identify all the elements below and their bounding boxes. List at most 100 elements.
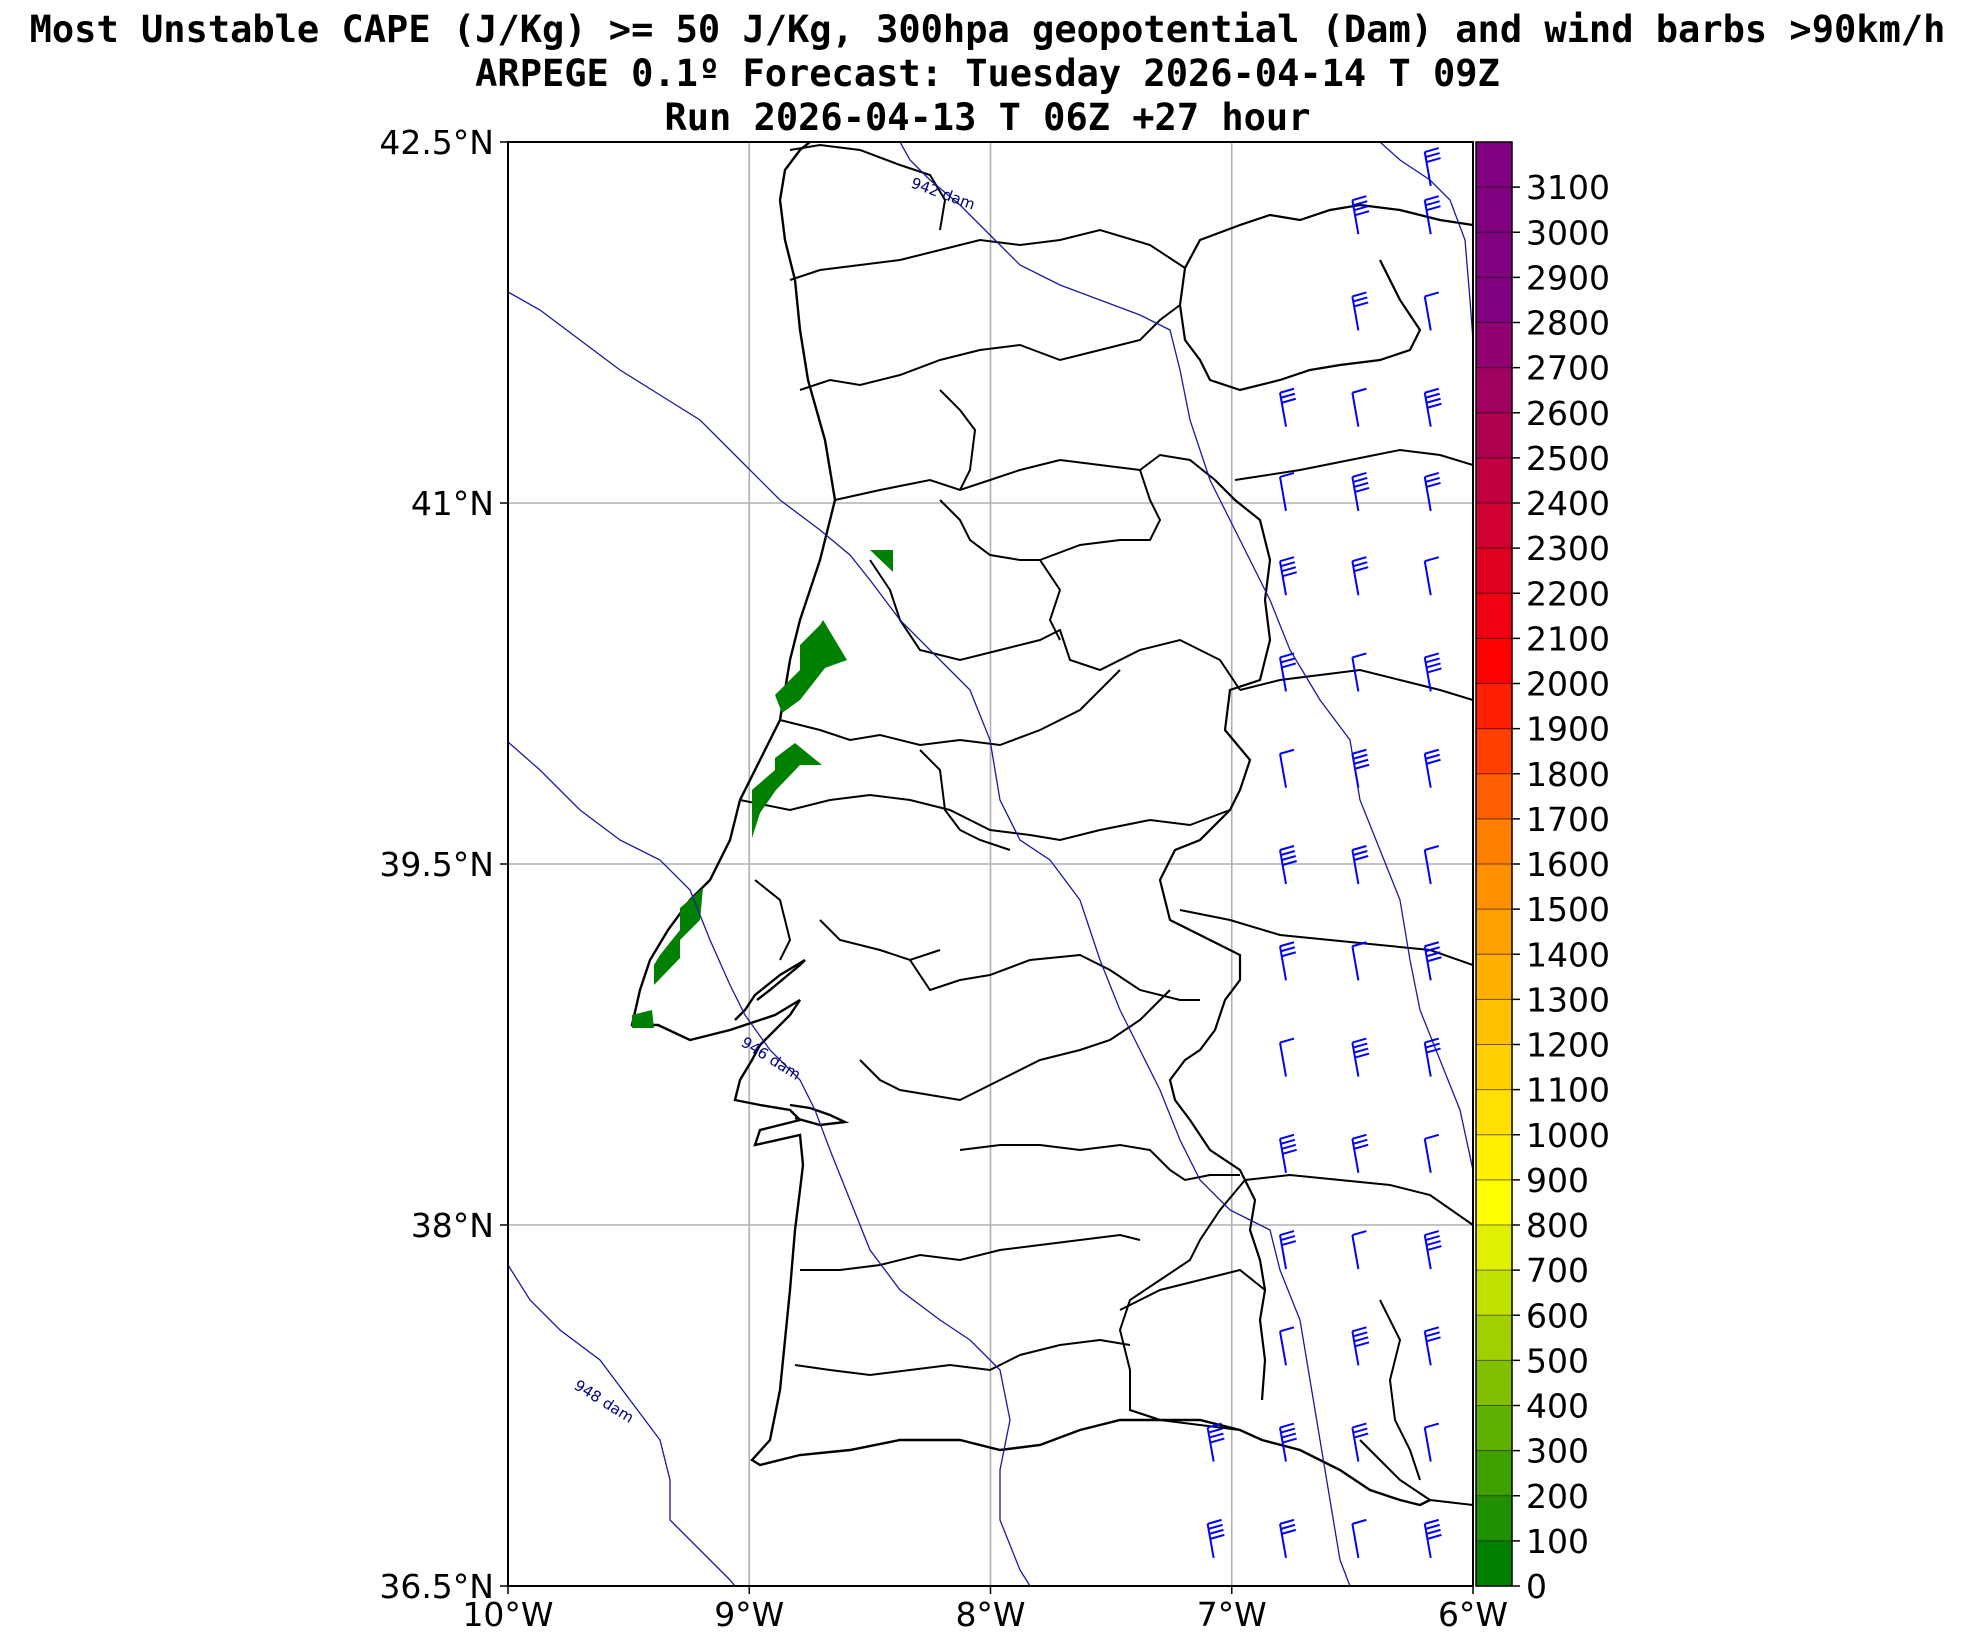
colorbar-tick-label-6: 600 — [1526, 1296, 1589, 1335]
colorbar-tick-label-11: 1100 — [1526, 1071, 1610, 1110]
colorbar-tick-label-20: 2000 — [1526, 665, 1610, 704]
contour-line-948 — [508, 1264, 736, 1586]
wind-barb-21 — [1351, 845, 1369, 885]
lon-tick-label-4: 6°W — [1438, 1595, 1508, 1634]
colorbar-tick-label-10: 1000 — [1526, 1116, 1610, 1155]
wind-barb-19 — [1423, 748, 1441, 788]
cape-area-4 — [654, 888, 703, 985]
colorbar-tick-label-29: 2900 — [1526, 258, 1610, 297]
wind-barb-39 — [1351, 1422, 1369, 1462]
lat-tick-label-0: 42.5°N — [379, 123, 494, 162]
colorbar-segment-16 — [1476, 818, 1512, 865]
colorbar-segment-6 — [1476, 1270, 1512, 1316]
wind-barb-23 — [1279, 941, 1297, 981]
colorbar-tick-label-22: 2200 — [1526, 574, 1610, 613]
colorbar-segment-9 — [1476, 1134, 1512, 1181]
colorbar-segment-2 — [1476, 1450, 1512, 1497]
wind-barb-0 — [1423, 147, 1441, 187]
wind-barb-14 — [1279, 652, 1297, 692]
chart-title: Most Unstable CAPE (J/Kg) >= 50 J/Kg, 30… — [0, 8, 1975, 140]
cape-area-5 — [632, 1010, 654, 1028]
colorbar: 0 100 200 300 400 500 600 700 800 900 1000 1100 1200… — [1475, 141, 1610, 1606]
colorbar-tick-label-15: 1500 — [1526, 890, 1610, 929]
district-line-6 — [739, 793, 1231, 842]
colorbar-segment-30 — [1476, 187, 1512, 233]
wind-barb-26 — [1279, 1037, 1295, 1077]
colorbar-segment-10 — [1476, 1089, 1512, 1136]
wind-barb-1 — [1351, 195, 1370, 235]
colorbar-tick-label-24: 2400 — [1526, 484, 1610, 523]
wind-barb-37 — [1423, 1326, 1441, 1366]
colorbar-segment-8 — [1476, 1179, 1512, 1226]
colorbar-segment-15 — [1476, 864, 1512, 910]
colorbar-segment-0 — [1476, 1540, 1512, 1587]
wind-barb-22 — [1423, 845, 1440, 885]
region-line-2 — [1234, 448, 1473, 481]
colorbar-tick-label-30: 3000 — [1526, 213, 1610, 252]
colorbar-segment-18 — [1476, 728, 1512, 775]
colorbar-tick-label-26: 2600 — [1526, 394, 1610, 433]
colorbar-segment-11 — [1476, 1044, 1512, 1091]
wind-barb-29 — [1279, 1133, 1297, 1173]
colorbar-tick-label-17: 1700 — [1526, 800, 1610, 839]
colorbar-tick-label-8: 800 — [1526, 1206, 1589, 1245]
district-line-9 — [859, 989, 1171, 1102]
wind-barb-35 — [1279, 1326, 1295, 1366]
colorbar-tick-label-31: 3100 — [1526, 168, 1610, 207]
district-line-4 — [869, 559, 1241, 691]
colorbar-tick-label-23: 2300 — [1526, 529, 1610, 568]
title-line-3: Run 2026-04-13 T 06Z +27 hour — [664, 96, 1311, 139]
wind-barb-16 — [1423, 652, 1442, 692]
wind-barbs — [1206, 147, 1442, 1559]
wind-barb-4 — [1423, 291, 1440, 331]
colorbar-segment-23 — [1476, 503, 1512, 549]
axis-ticks: 10°W 9°W 8°W 7°W 6°W 42.5°N 41°N 39.5°N 38°N 36.5… — [379, 123, 1508, 1634]
wind-barb-7 — [1423, 387, 1442, 427]
wind-barb-42 — [1351, 1518, 1367, 1559]
colorbar-segment-20 — [1476, 638, 1512, 685]
colorbar-segment-29 — [1476, 232, 1512, 278]
district-line-15 — [1039, 469, 1162, 641]
wind-barb-17 — [1279, 748, 1295, 788]
wind-barb-45 — [1206, 1518, 1225, 1559]
colorbar-segment-3 — [1476, 1405, 1512, 1452]
geopotential-contours — [508, 142, 1473, 1586]
colorbar-segment-12 — [1476, 999, 1512, 1046]
colorbar-tick-label-21: 2100 — [1526, 619, 1610, 658]
district-line-18 — [789, 143, 947, 231]
lon-tick-label-1: 9°W — [714, 1595, 784, 1634]
contour-line-1 — [1379, 142, 1473, 341]
district-line-16 — [919, 749, 1011, 851]
colorbar-tick-label-0: 0 — [1526, 1567, 1547, 1606]
colorbar-segment-19 — [1476, 683, 1512, 730]
sado-estuary — [789, 1103, 850, 1127]
colorbar-segment-25 — [1476, 412, 1512, 459]
colorbar-tick-label-13: 1300 — [1526, 980, 1610, 1019]
colorbar-segment-21 — [1476, 593, 1512, 639]
wind-barb-5 — [1279, 387, 1297, 427]
colorbar-frame — [1475, 141, 1513, 1587]
colorbar-tick-label-25: 2500 — [1526, 439, 1610, 478]
border-pt-es — [1158, 479, 1272, 1401]
cape-area-2 — [775, 620, 847, 713]
colorbar-segment-26 — [1476, 367, 1512, 414]
wind-barb-25 — [1423, 941, 1442, 981]
colorbar-segment-7 — [1476, 1225, 1512, 1271]
tagus-estuary — [734, 958, 806, 1021]
wind-barb-38 — [1279, 1422, 1297, 1462]
colorbar-tick-label-28: 2800 — [1526, 304, 1610, 343]
district-line-10 — [959, 1143, 1240, 1182]
cape-area-3 — [752, 743, 822, 838]
colorbar-segment-31 — [1476, 142, 1512, 188]
wind-barb-11 — [1279, 556, 1297, 596]
region-line-4 — [1244, 1173, 1473, 1226]
colorbar-tick-label-1: 100 — [1526, 1522, 1589, 1561]
district-line-8 — [909, 953, 1200, 1001]
colorbar-tick-label-3: 300 — [1526, 1432, 1589, 1471]
colorbar-tick-label-16: 1600 — [1526, 845, 1610, 884]
wind-barb-8 — [1279, 472, 1295, 512]
colorbar-tick-label-2: 200 — [1526, 1477, 1589, 1516]
district-line-3 — [834, 453, 1216, 501]
district-line-17 — [939, 389, 977, 491]
